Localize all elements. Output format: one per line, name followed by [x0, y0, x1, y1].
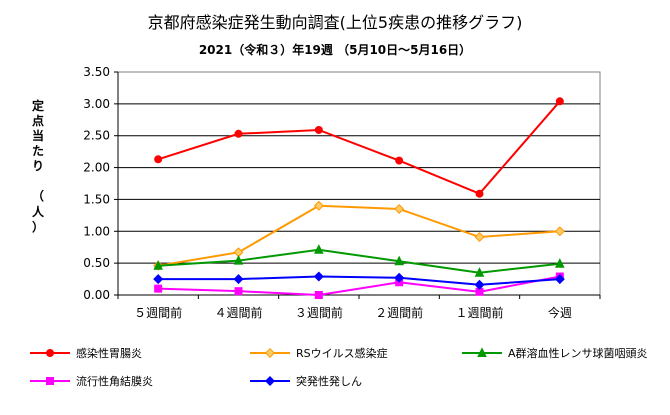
- data-point: [555, 97, 564, 106]
- data-point: [475, 189, 484, 198]
- legend-item: A群溶血性レンサ球菌咽頭炎: [462, 346, 648, 360]
- series-0: [154, 97, 564, 198]
- data-point: [313, 271, 324, 282]
- legend-swatch-marker: [46, 377, 54, 385]
- legend-swatch-marker: [264, 375, 276, 387]
- series-line: [158, 248, 560, 274]
- chart-subtitle: 2021（令和３）年19週 （5月10日～5月16日）: [199, 42, 471, 57]
- data-point: [395, 156, 404, 165]
- data-point: [314, 125, 323, 134]
- y-tick-label: 2.50: [83, 129, 110, 143]
- axes: 0.00 0.50 1.00 1.50 2.00 2.50 3.00 3.50 ５週間前 ４週間前…: [83, 65, 601, 320]
- y-axis-label: 定点当たり （人）: [32, 98, 45, 234]
- data-point: [394, 272, 405, 283]
- data-point: [554, 274, 565, 285]
- y-tick-label: 1.00: [83, 224, 110, 238]
- data-point: [314, 244, 324, 254]
- x-tick-label: ４週間前: [214, 305, 262, 320]
- data-point: [154, 284, 163, 293]
- legend-label: A群溶血性レンサ球菌咽頭炎: [508, 346, 648, 360]
- data-point: [233, 274, 244, 285]
- legend-label: 流行性角結膜炎: [76, 374, 153, 388]
- series-4: [153, 271, 565, 290]
- series-layer: [153, 97, 565, 299]
- y-tick-label: 3.50: [83, 65, 110, 79]
- y-tick-label: 0.50: [83, 256, 110, 270]
- y-tick-label: 1.50: [83, 192, 110, 206]
- data-point: [154, 155, 163, 164]
- y-axis-title: 定点当たり （人）: [32, 98, 45, 234]
- data-point: [153, 274, 164, 285]
- series-line: [157, 100, 561, 195]
- data-point: [474, 232, 485, 243]
- data-point: [234, 129, 243, 138]
- legend-item: 流行性角結膜炎: [30, 374, 153, 388]
- data-point: [474, 279, 485, 290]
- chart-title: 京都府感染症発生動向調査(上位5疾患の推移グラフ): [148, 13, 523, 32]
- data-point: [314, 291, 323, 299]
- data-point: [313, 200, 324, 211]
- x-tick-label: ３週間前: [295, 305, 343, 320]
- legend-label: 突発性発しん: [296, 374, 362, 388]
- data-point: [153, 260, 163, 270]
- data-point: [394, 203, 405, 214]
- y-tick-label: 0.00: [83, 288, 110, 302]
- legend-swatch-marker: [477, 347, 487, 357]
- series-line: [158, 275, 561, 297]
- y-tick-label: 3.00: [83, 97, 110, 111]
- legend-swatch-marker: [46, 349, 54, 357]
- x-tick-label: ５週間前: [134, 305, 182, 320]
- data-point: [394, 255, 404, 266]
- x-tick-label: ２週間前: [375, 305, 423, 320]
- data-point: [555, 258, 565, 268]
- x-tick-label: 今週: [548, 305, 572, 320]
- x-tick-label: １週間前: [455, 305, 503, 320]
- y-tick-label: 2.00: [83, 161, 110, 175]
- data-point: [554, 226, 565, 237]
- series-2: [153, 244, 565, 277]
- legend-item: 突発性発しん: [250, 374, 362, 388]
- data-point: [234, 287, 243, 296]
- legend-swatch-marker: [264, 347, 276, 359]
- legend-item: RSウイルス感染症: [250, 346, 388, 360]
- series-line: [158, 275, 560, 286]
- legend-label: 感染性胃腸炎: [76, 346, 142, 360]
- legend-item: 感染性胃腸炎: [30, 346, 142, 360]
- data-point: [474, 267, 485, 277]
- series-line: [158, 204, 560, 267]
- legend-label: RSウイルス感染症: [296, 346, 388, 360]
- data-point: [233, 254, 244, 265]
